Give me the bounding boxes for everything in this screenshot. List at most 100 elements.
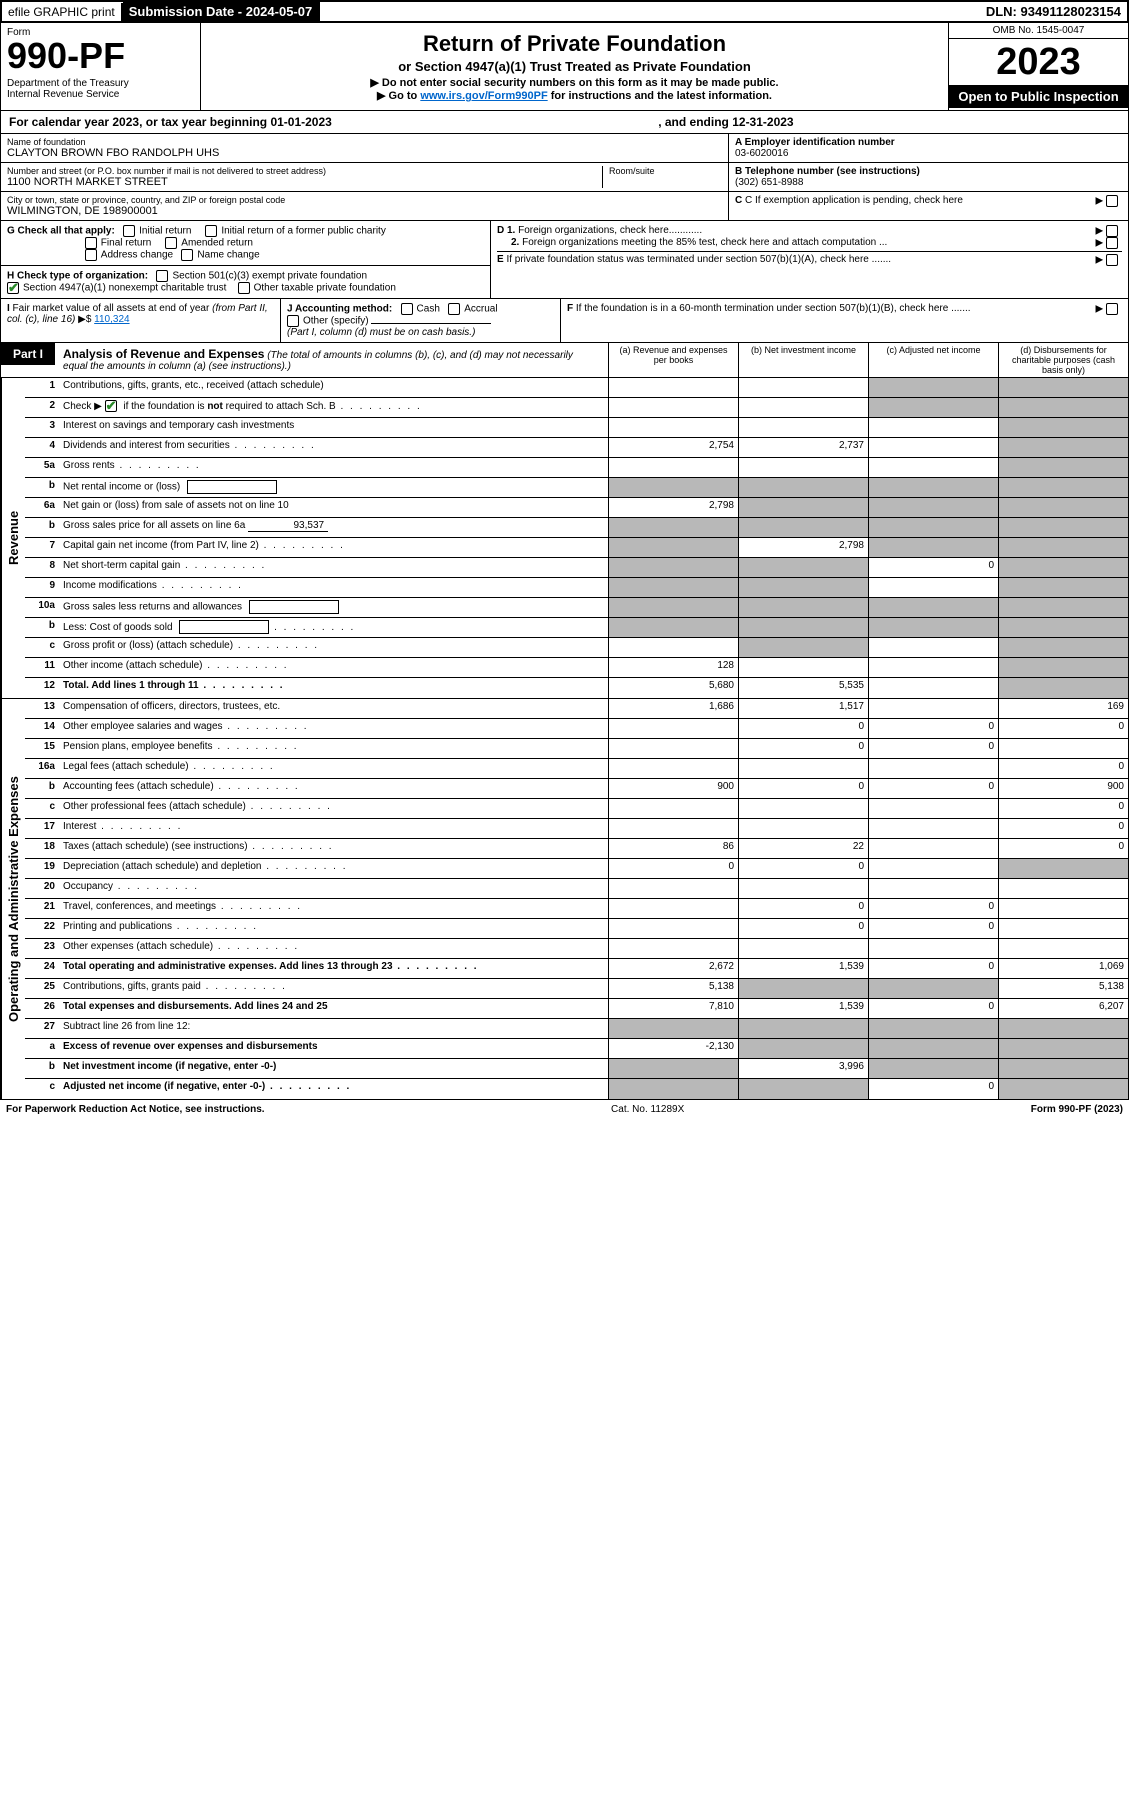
cell-col-a bbox=[608, 518, 738, 537]
cell-col-b bbox=[738, 819, 868, 838]
j1-checkbox[interactable] bbox=[401, 303, 413, 315]
cell-col-b: 5,535 bbox=[738, 678, 868, 698]
cell-col-c bbox=[868, 438, 998, 457]
line-description: Other employee salaries and wages bbox=[59, 719, 608, 738]
g4-checkbox[interactable] bbox=[165, 237, 177, 249]
e-checkbox[interactable] bbox=[1106, 254, 1118, 266]
line-number: 14 bbox=[25, 719, 59, 738]
cell-col-a bbox=[608, 1019, 738, 1038]
table-row: bNet rental income or (loss) bbox=[25, 478, 1128, 498]
open-inspection: Open to Public Inspection bbox=[949, 85, 1128, 108]
cell-col-b bbox=[738, 478, 868, 497]
cell-col-a bbox=[608, 879, 738, 898]
line-number: 7 bbox=[25, 538, 59, 557]
header-title-block: Return of Private Foundation or Section … bbox=[201, 23, 948, 110]
table-row: 19Depreciation (attach schedule) and dep… bbox=[25, 859, 1128, 879]
line-description: Other income (attach schedule) bbox=[59, 658, 608, 677]
g1-checkbox[interactable] bbox=[123, 225, 135, 237]
efile-print-button[interactable]: efile GRAPHIC print bbox=[2, 3, 123, 21]
h3-checkbox[interactable] bbox=[238, 282, 250, 294]
cell-col-b bbox=[738, 979, 868, 998]
cell-col-a bbox=[608, 478, 738, 497]
line-description: Check ▶ if the foundation is not require… bbox=[59, 398, 608, 417]
d1-checkbox[interactable] bbox=[1106, 225, 1118, 237]
cell-col-d bbox=[998, 478, 1128, 497]
g3-checkbox[interactable] bbox=[85, 237, 97, 249]
line-number: 20 bbox=[25, 879, 59, 898]
footer-right: Form 990-PF (2023) bbox=[1031, 1104, 1123, 1115]
cell-col-d bbox=[998, 578, 1128, 597]
cell-col-c bbox=[868, 658, 998, 677]
form-title: Return of Private Foundation bbox=[209, 31, 940, 57]
j3-label: Other (specify) bbox=[303, 316, 369, 327]
g2-checkbox[interactable] bbox=[205, 225, 217, 237]
note-2: ▶ Go to www.irs.gov/Form990PF for instru… bbox=[209, 89, 940, 102]
city-value: WILMINGTON, DE 198900001 bbox=[7, 205, 722, 217]
i-j-grid: I Fair market value of all assets at end… bbox=[0, 299, 1129, 343]
cell-col-a bbox=[608, 638, 738, 657]
cell-col-b bbox=[738, 939, 868, 958]
line-number: 4 bbox=[25, 438, 59, 457]
c-checkbox[interactable] bbox=[1106, 195, 1118, 207]
form-link[interactable]: www.irs.gov/Form990PF bbox=[420, 90, 547, 102]
line-description: Gross rents bbox=[59, 458, 608, 477]
part1-title: Analysis of Revenue and Expenses bbox=[63, 347, 264, 361]
cell-col-c bbox=[868, 618, 998, 637]
cell-col-a bbox=[608, 378, 738, 397]
cell-col-a bbox=[608, 799, 738, 818]
cell-col-d bbox=[998, 418, 1128, 437]
g5-checkbox[interactable] bbox=[85, 249, 97, 261]
table-row: 26Total expenses and disbursements. Add … bbox=[25, 999, 1128, 1019]
omb-number: OMB No. 1545-0047 bbox=[949, 23, 1128, 39]
line-number: a bbox=[25, 1039, 59, 1058]
cell-col-c bbox=[868, 939, 998, 958]
line-description: Gross sales less returns and allowances bbox=[59, 598, 608, 617]
line-number: c bbox=[25, 1079, 59, 1099]
cell-col-a bbox=[608, 578, 738, 597]
g6-label: Name change bbox=[197, 250, 259, 261]
cell-col-c bbox=[868, 478, 998, 497]
part1-header: Part I Analysis of Revenue and Expenses … bbox=[0, 343, 1129, 378]
line-number: 16a bbox=[25, 759, 59, 778]
addr-label: Number and street (or P.O. box number if… bbox=[7, 166, 602, 176]
cell-col-d: 0 bbox=[998, 759, 1128, 778]
cell-col-d: 0 bbox=[998, 799, 1128, 818]
cell-col-b bbox=[738, 1079, 868, 1099]
d2-checkbox[interactable] bbox=[1106, 237, 1118, 249]
line-description: Excess of revenue over expenses and disb… bbox=[59, 1039, 608, 1058]
line-number: 1 bbox=[25, 378, 59, 397]
cell-col-d bbox=[998, 498, 1128, 517]
table-row: cGross profit or (loss) (attach schedule… bbox=[25, 638, 1128, 658]
info-grid: Name of foundation CLAYTON BROWN FBO RAN… bbox=[0, 134, 1129, 221]
line-description: Subtract line 26 from line 12: bbox=[59, 1019, 608, 1038]
cell-col-a bbox=[608, 418, 738, 437]
schb-checkbox[interactable] bbox=[105, 400, 117, 412]
f-checkbox[interactable] bbox=[1106, 303, 1118, 315]
footer: For Paperwork Reduction Act Notice, see … bbox=[0, 1100, 1129, 1119]
j2-checkbox[interactable] bbox=[448, 303, 460, 315]
g6-checkbox[interactable] bbox=[181, 249, 193, 261]
cell-col-d bbox=[998, 378, 1128, 397]
h1-checkbox[interactable] bbox=[156, 270, 168, 282]
cell-col-b bbox=[738, 638, 868, 657]
table-row: 24Total operating and administrative exp… bbox=[25, 959, 1128, 979]
h2-checkbox[interactable] bbox=[7, 282, 19, 294]
line-number: c bbox=[25, 799, 59, 818]
j3-checkbox[interactable] bbox=[287, 315, 299, 327]
cell-col-a bbox=[608, 939, 738, 958]
g1-label: Initial return bbox=[139, 226, 191, 237]
cell-col-d: 0 bbox=[998, 719, 1128, 738]
cell-col-c bbox=[868, 378, 998, 397]
g-label: G Check all that apply: bbox=[7, 226, 115, 237]
table-row: bLess: Cost of goods sold bbox=[25, 618, 1128, 638]
j-label: J Accounting method: bbox=[287, 304, 392, 315]
cell-col-c bbox=[868, 1019, 998, 1038]
revenue-side-label: Revenue bbox=[1, 378, 25, 698]
expenses-table: Operating and Administrative Expenses 13… bbox=[0, 699, 1129, 1100]
line-description: Total operating and administrative expen… bbox=[59, 959, 608, 978]
cell-col-d: 169 bbox=[998, 699, 1128, 718]
city-label: City or town, state or province, country… bbox=[7, 195, 722, 205]
cell-col-c: 0 bbox=[868, 919, 998, 938]
g4-label: Amended return bbox=[181, 238, 253, 249]
foundation-name: CLAYTON BROWN FBO RANDOLPH UHS bbox=[7, 147, 722, 159]
